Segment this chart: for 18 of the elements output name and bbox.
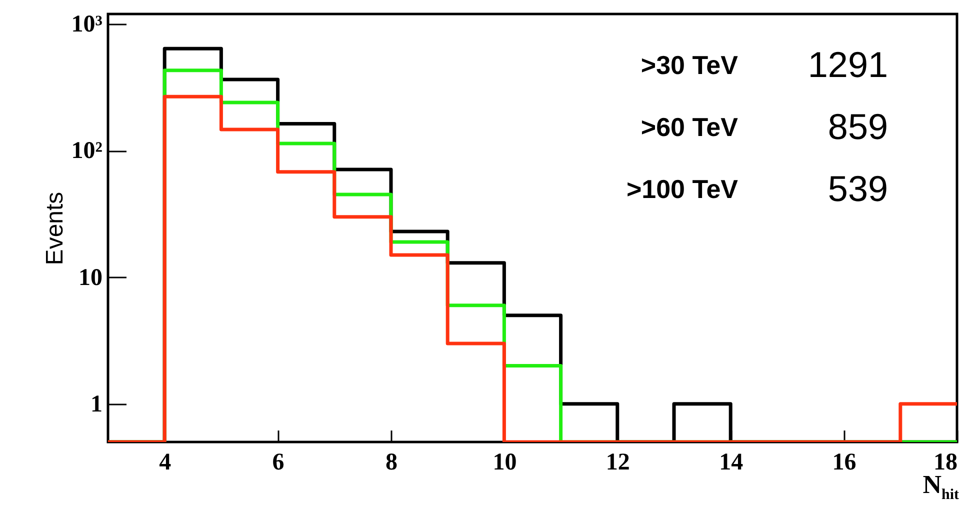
annotation: 539 [828, 168, 888, 209]
x-tick-label: 8 [386, 450, 398, 476]
annotation: >30 TeV [640, 50, 739, 80]
annotation: 859 [828, 106, 888, 147]
x-tick-label: 4 [159, 450, 172, 476]
x-tick-label: 10 [492, 450, 517, 476]
annotation: 1291 [808, 44, 888, 85]
y-axis-title: Events [41, 192, 68, 266]
y-tick-label: 1 [90, 391, 102, 418]
x-tick-label: 16 [832, 450, 856, 476]
x-tick-label: 14 [719, 450, 744, 476]
annotation: >60 TeV [640, 112, 739, 142]
x-tick-label: 6 [272, 450, 284, 476]
annotation: >100 TeV [626, 174, 739, 204]
x-tick-label: 12 [606, 450, 630, 476]
y-tick-label: 10 [78, 264, 102, 291]
y-tick-label: 10³ [71, 12, 102, 38]
y-tick-label: 10² [71, 138, 102, 164]
